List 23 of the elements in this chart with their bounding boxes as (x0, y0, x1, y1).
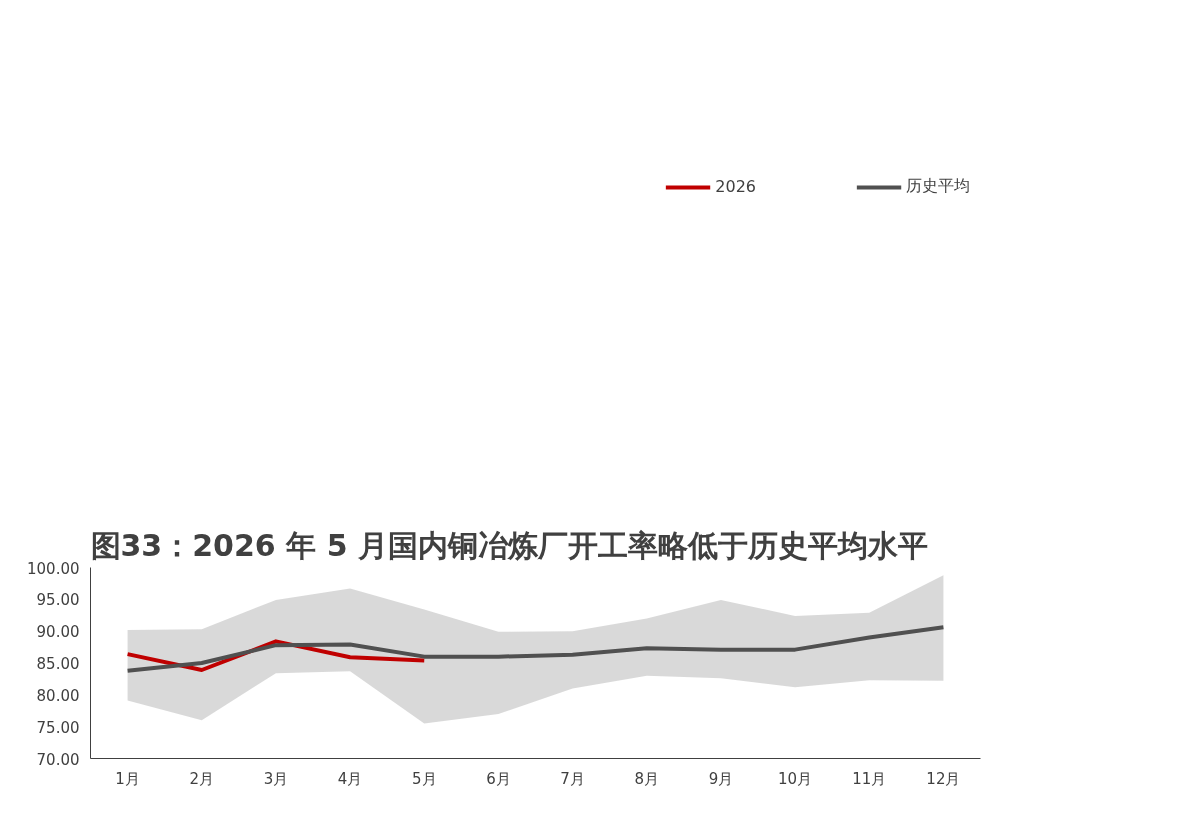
y-tick-label: 75.00 (36, 718, 80, 737)
x-tick-label: 9月 (708, 769, 734, 788)
x-tick-label: 1月 (115, 769, 140, 788)
y-tick-label: 95.00 (36, 591, 80, 610)
chart-title: 图33：2026 年 5 月国内铜冶炼厂开工率略低于历史平均水平 (90, 527, 928, 563)
legend-label: 2026 (715, 177, 756, 197)
y-tick-label: 80.00 (36, 686, 80, 705)
x-tick-label: 12月 (926, 769, 961, 788)
x-tick-label: 3月 (263, 769, 289, 788)
y-tick-label: 70.00 (36, 750, 80, 769)
x-tick-label: 2月 (189, 769, 215, 788)
legend-label: 历史平均 (906, 176, 970, 198)
x-tick-label: 6月 (486, 769, 511, 788)
x-tick-label: 10月 (778, 769, 813, 788)
y-tick-label: 100.00 (27, 559, 80, 578)
y-tick-label: 85.00 (36, 655, 80, 673)
x-tick-label: 4月 (337, 769, 363, 788)
x-tick-label: 8月 (634, 769, 660, 788)
x-tick-label: 7月 (560, 769, 585, 788)
line-series (125, 625, 946, 673)
x-tick-label: 11月 (852, 769, 887, 788)
x-tick-label: 5月 (411, 769, 437, 788)
y-tick-label: 90.00 (36, 623, 80, 642)
